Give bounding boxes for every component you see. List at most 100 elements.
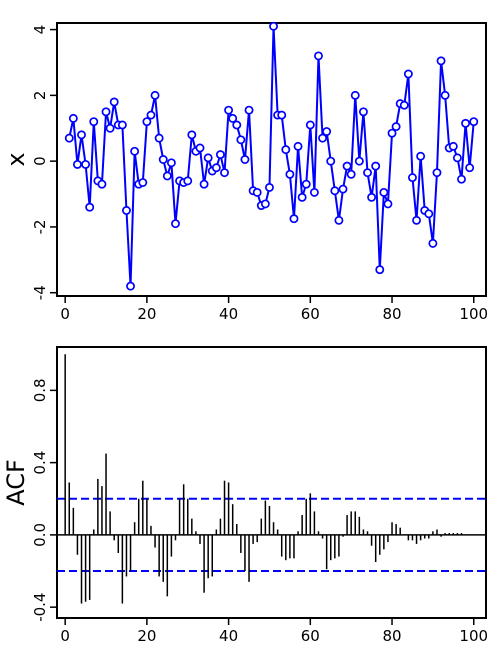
data-point — [101, 107, 111, 117]
data-point — [358, 107, 368, 117]
data-point — [305, 120, 315, 130]
acf-x-tick-label: 20 — [137, 627, 156, 645]
ts-x-tick-label: 0 — [60, 305, 70, 323]
data-point — [322, 127, 332, 136]
data-point — [277, 110, 287, 120]
data-point — [452, 153, 462, 163]
data-point — [330, 186, 340, 196]
data-point — [146, 110, 156, 120]
data-point — [187, 130, 197, 140]
data-point — [432, 168, 442, 178]
data-point — [158, 155, 168, 164]
data-point — [461, 118, 471, 128]
data-point — [265, 183, 274, 192]
acf-y-tick-label: 0.8 — [31, 378, 49, 402]
data-point — [383, 199, 393, 209]
data-point — [68, 113, 78, 123]
data-point — [334, 215, 344, 225]
data-point — [350, 90, 360, 100]
data-point — [469, 117, 479, 127]
acf-y-axis-label: ACF — [2, 459, 30, 506]
ts-x-tick-label: 40 — [219, 305, 238, 323]
data-point — [424, 209, 434, 219]
data-point — [367, 192, 377, 202]
data-point — [236, 135, 246, 145]
data-point — [301, 179, 311, 189]
data-point — [142, 117, 152, 127]
acf-y-tick-label: 0.4 — [31, 451, 49, 475]
ts-x-tick-label: 60 — [301, 305, 320, 323]
data-point — [211, 163, 221, 173]
data-point — [64, 133, 74, 143]
data-point — [399, 100, 409, 110]
acf-plot-frame — [56, 346, 487, 619]
time-series-plot: 0 20 40 60 80 100 -4 -2 0 2 4 x — [2, 21, 488, 323]
data-point — [195, 143, 205, 153]
data-point — [260, 199, 270, 209]
acf-x-tick-label: 60 — [301, 627, 320, 645]
data-point — [105, 123, 115, 133]
data-point — [215, 150, 225, 160]
data-point — [166, 158, 176, 168]
data-point — [408, 173, 417, 183]
data-point — [403, 69, 413, 79]
data-point — [77, 130, 86, 140]
ts-y-tick-label: 4 — [31, 25, 49, 35]
data-point — [220, 168, 229, 178]
data-point — [126, 281, 135, 291]
data-point — [150, 90, 160, 100]
acf-x-tick-label: 80 — [382, 627, 401, 645]
data-point — [465, 163, 475, 173]
data-point — [326, 156, 336, 166]
data-point — [297, 192, 307, 202]
data-point — [354, 156, 364, 166]
ts-y-tick-label: -4 — [31, 285, 49, 300]
data-point — [342, 161, 352, 171]
data-point — [375, 265, 385, 275]
data-point — [224, 105, 234, 115]
data-point — [232, 120, 242, 130]
data-point — [293, 141, 303, 151]
data-point — [228, 113, 238, 123]
data-point — [440, 90, 450, 100]
acf-x-tick-label: 100 — [459, 627, 488, 645]
data-point — [416, 151, 426, 161]
data-point — [448, 141, 458, 151]
data-point — [314, 51, 323, 61]
data-point — [89, 117, 99, 127]
data-point — [183, 176, 193, 186]
data-point — [122, 206, 131, 215]
series-line — [68, 26, 475, 287]
data-point — [285, 169, 295, 179]
data-point — [252, 187, 262, 197]
data-point — [387, 128, 397, 138]
data-point — [391, 122, 401, 132]
acf-plot: 0 20 40 60 80 100 -0.4 0.0 0.4 0.8 ACF — [2, 346, 488, 645]
data-point — [318, 133, 328, 143]
data-point — [130, 146, 140, 156]
data-point — [379, 187, 389, 197]
data-point — [109, 97, 119, 107]
data-point — [117, 120, 127, 130]
ts-y-tick-label: 0 — [31, 156, 49, 166]
data-point — [97, 179, 107, 189]
ts-y-axis-label: x — [2, 152, 30, 166]
data-point — [244, 105, 254, 115]
data-point — [85, 202, 95, 212]
data-point — [269, 21, 278, 31]
data-point — [289, 214, 299, 224]
ts-x-tick-label: 80 — [382, 305, 401, 323]
acf-x-tick-label: 40 — [219, 627, 238, 645]
data-point — [309, 187, 319, 197]
ts-x-tick-label: 100 — [459, 305, 488, 323]
data-point — [81, 159, 91, 169]
ts-y-tick-label: 2 — [31, 91, 49, 101]
data-point — [171, 219, 180, 229]
data-point — [346, 169, 356, 179]
data-point — [428, 238, 438, 248]
data-point — [154, 133, 164, 143]
acf-x-tick-label: 0 — [60, 627, 70, 645]
data-point — [371, 161, 381, 171]
ts-y-tick-label: -2 — [31, 219, 49, 234]
